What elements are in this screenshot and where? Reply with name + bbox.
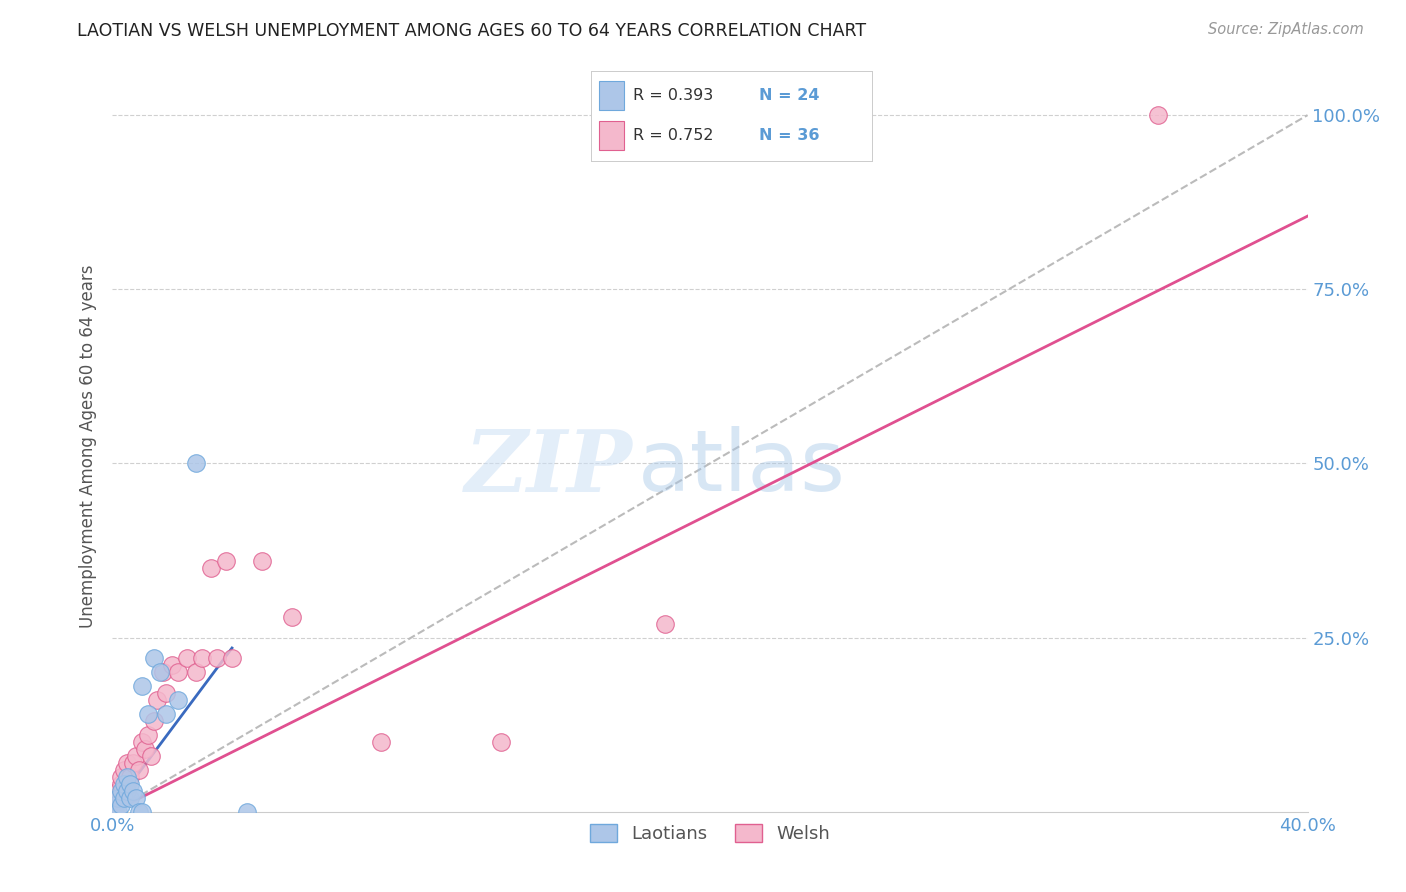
Point	[131, 679, 153, 693]
Text: R = 0.393: R = 0.393	[633, 88, 713, 103]
Point	[114, 777, 135, 791]
Point	[281, 609, 304, 624]
Text: N = 24: N = 24	[759, 88, 820, 103]
Point	[149, 665, 172, 680]
Text: N = 36: N = 36	[759, 128, 820, 143]
Point	[155, 707, 177, 722]
Point	[141, 749, 163, 764]
Point	[122, 756, 145, 770]
Point	[114, 763, 135, 777]
Point	[134, 742, 156, 756]
Text: LAOTIAN VS WELSH UNEMPLOYMENT AMONG AGES 60 TO 64 YEARS CORRELATION CHART: LAOTIAN VS WELSH UNEMPLOYMENT AMONG AGES…	[77, 22, 866, 40]
Point	[250, 554, 273, 568]
Point	[152, 665, 174, 680]
Point	[125, 749, 148, 764]
Point	[162, 658, 183, 673]
Point	[120, 777, 142, 791]
Point	[117, 784, 139, 798]
Point	[107, 790, 129, 805]
Point	[117, 777, 139, 791]
Point	[104, 805, 127, 819]
Point	[104, 797, 127, 812]
Point	[110, 777, 132, 791]
FancyBboxPatch shape	[599, 81, 624, 110]
Point	[131, 805, 153, 819]
Text: atlas: atlas	[638, 426, 846, 509]
Point	[107, 784, 129, 798]
Point	[167, 693, 190, 707]
Point	[146, 693, 169, 707]
Point	[128, 805, 150, 819]
Point	[125, 790, 148, 805]
Text: R = 0.752: R = 0.752	[633, 128, 713, 143]
Point	[143, 651, 166, 665]
Point	[110, 770, 132, 784]
Point	[205, 651, 228, 665]
Point	[654, 616, 676, 631]
Point	[200, 561, 222, 575]
Point	[120, 770, 142, 784]
Point	[110, 784, 132, 798]
Point	[167, 665, 190, 680]
Point	[221, 651, 243, 665]
Point	[155, 686, 177, 700]
Point	[215, 554, 238, 568]
Y-axis label: Unemployment Among Ages 60 to 64 years: Unemployment Among Ages 60 to 64 years	[79, 264, 97, 628]
Point	[122, 784, 145, 798]
Point	[131, 735, 153, 749]
Point	[110, 797, 132, 812]
Point	[191, 651, 214, 665]
Point	[117, 770, 139, 784]
Point	[138, 707, 160, 722]
Point	[107, 790, 129, 805]
Point	[370, 735, 392, 749]
Point	[186, 457, 208, 471]
Point	[117, 756, 139, 770]
Point	[186, 665, 208, 680]
Point	[107, 805, 129, 819]
FancyBboxPatch shape	[599, 121, 624, 150]
Point	[104, 797, 127, 812]
Point	[143, 714, 166, 728]
Point	[114, 790, 135, 805]
Point	[176, 651, 198, 665]
Point	[138, 728, 160, 742]
Point	[236, 805, 259, 819]
Text: Source: ZipAtlas.com: Source: ZipAtlas.com	[1208, 22, 1364, 37]
Text: ZIP: ZIP	[464, 426, 633, 509]
Point	[128, 763, 150, 777]
Point	[104, 805, 127, 819]
Point	[489, 735, 512, 749]
Legend: Laotians, Welsh: Laotians, Welsh	[583, 817, 837, 850]
Point	[120, 790, 142, 805]
Point	[1147, 108, 1170, 122]
